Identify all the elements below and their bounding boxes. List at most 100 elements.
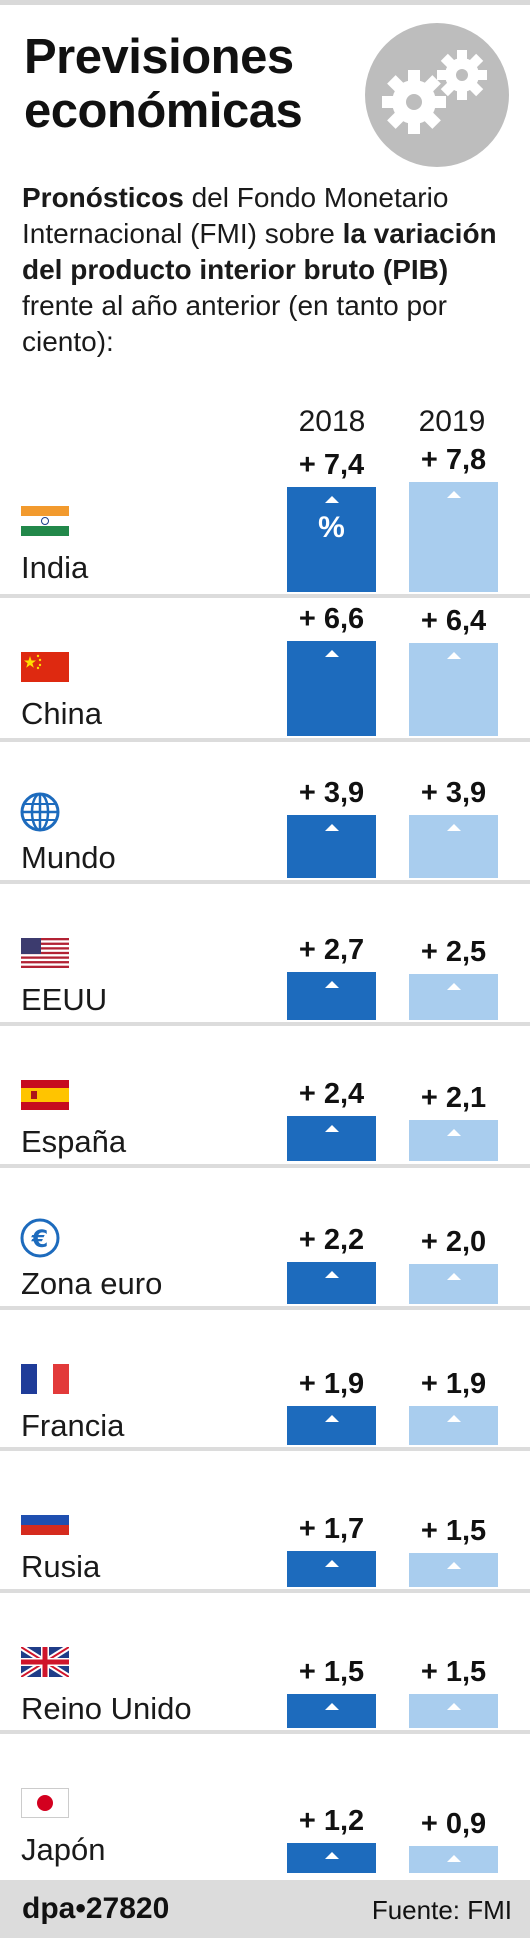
value-label-espana-2019: + 2,1: [420, 1082, 487, 1114]
value-label-mundo-2019: + 3,9: [420, 777, 487, 809]
up-arrow-icon: [446, 652, 461, 659]
up-arrow-icon: [446, 983, 461, 990]
bar-china-2019: [409, 643, 498, 736]
value-label-francia-2018: + 1,9: [298, 1368, 365, 1400]
row-label-reino-unido: Reino Unido: [21, 1691, 192, 1726]
percent-sign: %: [318, 511, 345, 544]
value-label-india-2019: + 7,8: [420, 444, 487, 476]
row-divider: [0, 1306, 530, 1310]
up-arrow-icon: [324, 496, 339, 503]
column-header-2019: 2019: [418, 405, 486, 438]
value-label-espana-2018: + 2,4: [298, 1078, 365, 1110]
svg-text:€: €: [31, 1225, 49, 1253]
value-label-china-2019: + 6,4: [420, 605, 487, 637]
bar-espana-2018: [287, 1116, 376, 1161]
intro-text-4: frente al año anterior (en tanto por cie…: [22, 290, 447, 357]
up-arrow-icon: [324, 650, 339, 657]
row-divider: [0, 1730, 530, 1734]
value-label-japon-2019: + 0,9: [420, 1808, 487, 1840]
value-label-zona-euro-2018: + 2,2: [298, 1224, 365, 1256]
china-flag-icon: [21, 652, 69, 687]
row-divider: [0, 1164, 530, 1168]
up-arrow-icon: [324, 981, 339, 988]
row-label-mundo: Mundo: [21, 840, 116, 875]
up-arrow-icon: [324, 824, 339, 831]
up-arrow-icon: [324, 1560, 339, 1567]
bar-zona-euro-2018: [287, 1262, 376, 1304]
up-arrow-icon: [446, 1855, 461, 1862]
bar-mundo-2019: [409, 815, 498, 878]
bar-reino-unido-2018: [287, 1694, 376, 1728]
bar-japon-2018: [287, 1843, 376, 1873]
row-divider: [0, 1589, 530, 1593]
up-arrow-icon: [446, 824, 461, 831]
row-label-eeuu: EEUU: [21, 982, 108, 1017]
bar-japon-2019: [409, 1846, 498, 1873]
value-label-china-2018: + 6,6: [298, 603, 365, 635]
row-label-china: China: [21, 696, 102, 731]
spain-flag-icon: [21, 1080, 69, 1115]
value-label-eeuu-2019: + 2,5: [420, 936, 487, 968]
value-label-rusia-2019: + 1,5: [420, 1515, 487, 1547]
bar-india-2018: %: [287, 487, 376, 592]
up-arrow-icon: [446, 1415, 461, 1422]
bar-rusia-2019: [409, 1553, 498, 1587]
bar-india-2019: [409, 482, 498, 592]
france-flag-icon: [21, 1364, 69, 1399]
uk-flag-icon: [19, 1644, 71, 1682]
row-divider: [0, 594, 530, 598]
bar-eeuu-2019: [409, 974, 498, 1020]
up-arrow-icon: [324, 1271, 339, 1278]
bar-china-2018: [287, 641, 376, 736]
row-label-espana: España: [21, 1124, 127, 1159]
row-label-rusia: Rusia: [21, 1549, 101, 1584]
footer: dpa•27820 Fuente: FMI: [0, 1880, 530, 1938]
bar-mundo-2018: [287, 815, 376, 878]
row-label-francia: Francia: [21, 1408, 125, 1443]
russia-flag-icon: [21, 1505, 69, 1540]
bar-espana-2019: [409, 1120, 498, 1161]
page-title: Previsiones económicas: [24, 30, 303, 138]
india-flag-icon: [21, 506, 69, 541]
row-divider: [0, 1022, 530, 1026]
up-arrow-icon: [324, 1703, 339, 1710]
intro-text-2: del Fondo Monetario Internacional (FMI) …: [22, 182, 449, 249]
usa-flag-icon: [21, 938, 69, 973]
top-divider: [0, 0, 530, 5]
gears-icon: [365, 23, 509, 167]
row-label-zona-euro: Zona euro: [21, 1266, 163, 1301]
up-arrow-icon: [446, 1562, 461, 1569]
intro-bold-1: Pronósticos: [22, 182, 184, 213]
up-arrow-icon: [324, 1415, 339, 1422]
intro-bold-2: la variación del producto interior bruto…: [22, 218, 497, 285]
bar-francia-2019: [409, 1406, 498, 1445]
source-note: Fuente: FMI: [371, 1895, 512, 1925]
up-arrow-icon: [324, 1125, 339, 1132]
up-arrow-icon: [446, 491, 461, 498]
globe-icon: [20, 792, 60, 837]
row-label-japon: Japón: [21, 1832, 106, 1867]
agency-credit: dpa•27820: [22, 1892, 170, 1925]
value-label-francia-2019: + 1,9: [420, 1368, 487, 1400]
bar-francia-2018: [287, 1406, 376, 1445]
bar-eeuu-2018: [287, 972, 376, 1020]
intro-text: Pronósticos del Fondo Monetario Internac…: [22, 180, 522, 360]
row-divider: [0, 880, 530, 884]
value-label-zona-euro-2019: + 2,0: [420, 1226, 487, 1258]
column-header-2018: 2018: [298, 405, 366, 438]
value-label-reino-unido-2018: + 1,5: [298, 1656, 365, 1688]
japan-flag-icon: [21, 1788, 69, 1823]
value-label-india-2018: + 7,4: [298, 449, 365, 481]
value-label-eeuu-2018: + 2,7: [298, 934, 365, 966]
up-arrow-icon: [446, 1129, 461, 1136]
row-divider: [0, 1447, 530, 1451]
bar-reino-unido-2019: [409, 1694, 498, 1728]
value-label-japon-2018: + 1,2: [298, 1805, 365, 1837]
up-arrow-icon: [324, 1852, 339, 1859]
bar-zona-euro-2019: [409, 1264, 498, 1304]
value-label-mundo-2018: + 3,9: [298, 777, 365, 809]
up-arrow-icon: [446, 1273, 461, 1280]
bar-rusia-2018: [287, 1551, 376, 1587]
value-label-rusia-2018: + 1,7: [298, 1513, 365, 1545]
row-divider: [0, 738, 530, 742]
